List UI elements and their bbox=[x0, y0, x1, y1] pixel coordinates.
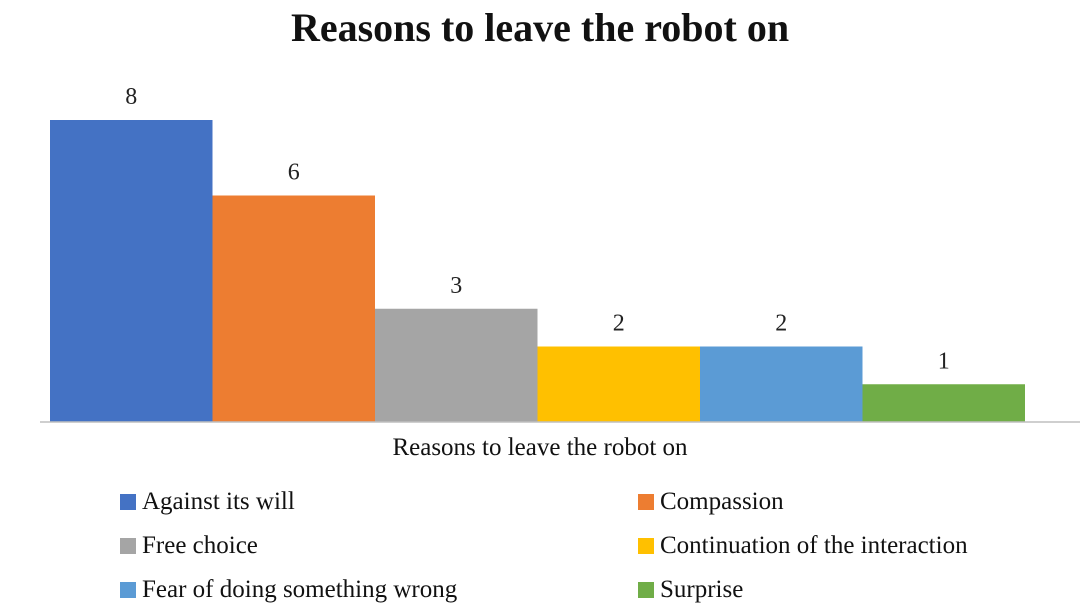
legend-label: Surprise bbox=[660, 576, 744, 603]
legend-label: Continuation of the interaction bbox=[660, 532, 968, 559]
legend-swatch bbox=[120, 582, 136, 598]
legend-label: Against its will bbox=[142, 488, 295, 515]
plot-area: 8 6 3 2 2 1 bbox=[40, 84, 1080, 423]
legend-swatch bbox=[638, 538, 654, 554]
legend-item-5: Fear of doing something wrong bbox=[120, 568, 638, 612]
legend-item-4: Continuation of the interaction bbox=[638, 524, 1068, 568]
legend-label: Fear of doing something wrong bbox=[142, 576, 458, 603]
bar-3 bbox=[375, 308, 538, 422]
chart-title: Reasons to leave the robot on bbox=[290, 5, 790, 50]
bars-group bbox=[50, 120, 1025, 422]
bar-5 bbox=[700, 346, 863, 422]
data-label-6: 1 bbox=[938, 348, 950, 374]
legend-swatch bbox=[120, 494, 136, 510]
legend-item-6: Surprise bbox=[638, 568, 1068, 612]
bar-1 bbox=[50, 120, 213, 422]
data-label-5: 2 bbox=[775, 311, 787, 337]
data-label-2: 6 bbox=[288, 160, 300, 186]
legend: Against its will Compassion Free choice Con… bbox=[120, 480, 1070, 606]
legend-label: Free choice bbox=[142, 532, 258, 559]
data-label-4: 2 bbox=[613, 311, 625, 337]
legend-swatch bbox=[638, 494, 654, 510]
data-labels-group: 8 6 3 2 2 1 bbox=[125, 84, 950, 374]
data-label-3: 3 bbox=[450, 273, 462, 299]
legend-item-1: Against its will bbox=[120, 480, 638, 524]
legend-swatch bbox=[638, 582, 654, 598]
bar-4 bbox=[537, 346, 700, 422]
data-label-1: 8 bbox=[125, 84, 137, 110]
legend-swatch bbox=[120, 538, 136, 554]
legend-label: Compassion bbox=[660, 488, 784, 515]
x-axis-label: Reasons to leave the robot on bbox=[392, 434, 688, 461]
legend-item-2: Compassion bbox=[638, 480, 1068, 524]
legend-item-3: Free choice bbox=[120, 524, 638, 568]
bar-2 bbox=[212, 195, 375, 422]
bar-6 bbox=[862, 384, 1025, 422]
